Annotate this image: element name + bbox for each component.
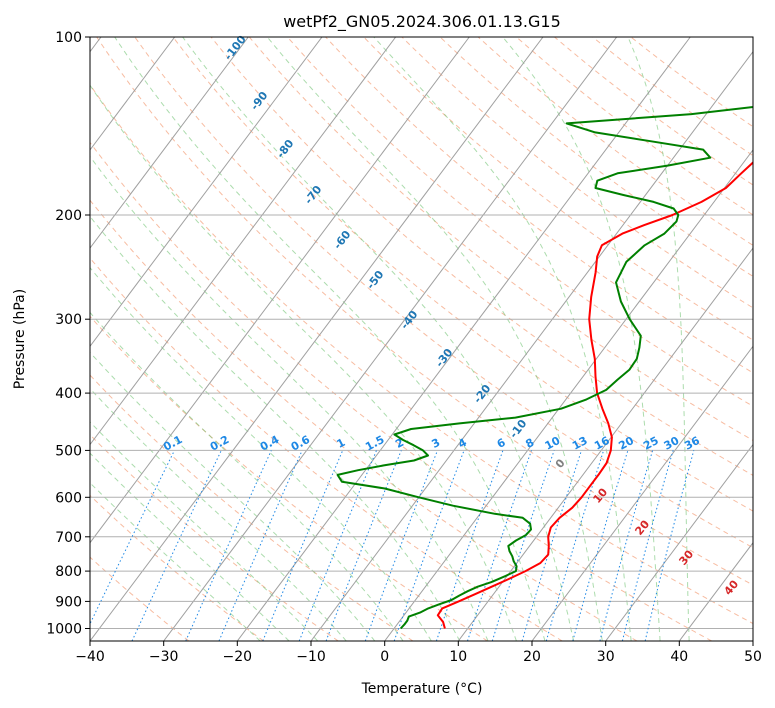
isotherm-line bbox=[90, 37, 176, 151]
y-tick-label: 500 bbox=[55, 443, 82, 459]
x-tick-label: 40 bbox=[670, 649, 688, 665]
y-tick-label: 900 bbox=[55, 594, 82, 610]
y-tick-label: 800 bbox=[55, 564, 82, 580]
moist-adiabat-line bbox=[90, 311, 404, 641]
y-tick-label: 100 bbox=[55, 30, 82, 46]
dry-adiabat-line bbox=[172, 37, 753, 512]
y-tick-label: 600 bbox=[55, 490, 82, 506]
mixing-ratio-line bbox=[521, 450, 582, 641]
x-tick-label: −20 bbox=[223, 649, 253, 665]
y-axis-ticks: 1000 900 800 700 600 500 400 300 200 100 bbox=[46, 30, 90, 638]
mixing-ratio-label: 16 bbox=[592, 434, 612, 453]
isotherm-line bbox=[384, 149, 753, 641]
y-tick-label: 700 bbox=[55, 530, 82, 546]
profile-lines bbox=[336, 106, 753, 630]
moist-adiabat-line bbox=[627, 37, 690, 641]
plot-frame bbox=[89, 36, 754, 642]
plot-background bbox=[90, 37, 753, 641]
mixing-ratio-line bbox=[644, 450, 695, 641]
isotherm-line bbox=[90, 37, 323, 348]
moist-adiabat-line bbox=[90, 266, 432, 641]
moist-adiabat-line bbox=[90, 84, 517, 641]
mixing-ratio-line bbox=[364, 450, 438, 641]
mixing-ratio-line bbox=[621, 450, 674, 641]
dry-adiabat-line bbox=[401, 37, 753, 309]
mixing-ratio-line bbox=[491, 450, 555, 641]
dry-adiabat-line bbox=[287, 37, 753, 407]
dry-adiabat-line bbox=[90, 556, 190, 641]
moist-adiabat-line bbox=[90, 155, 489, 641]
mixing-ratio-label: 36 bbox=[682, 434, 702, 453]
temperature-profile-line bbox=[436, 161, 753, 629]
chart-title: wetPf2_GN05.2024.306.01.13.G15 bbox=[283, 12, 561, 32]
mixing-ratio-line bbox=[325, 450, 402, 641]
y-tick-label: 300 bbox=[55, 312, 82, 328]
moist-adiabat-line bbox=[266, 37, 603, 641]
dry-adiabat-line bbox=[134, 37, 753, 549]
moist-adiabat-line bbox=[502, 37, 661, 641]
isotherm-line bbox=[163, 37, 618, 641]
mixing-ratio-label: 25 bbox=[641, 434, 661, 453]
x-tick-label: 50 bbox=[744, 649, 762, 665]
x-tick-label: 10 bbox=[449, 649, 467, 665]
x-axis-label: Temperature (°C) bbox=[361, 681, 483, 697]
isotherm-line bbox=[90, 37, 249, 249]
mixing-ratio-label: 13 bbox=[570, 434, 590, 453]
x-tick-label: 0 bbox=[380, 649, 389, 665]
x-tick-label: 20 bbox=[523, 649, 541, 665]
y-tick-label: 400 bbox=[55, 386, 82, 402]
y-axis-label: Pressure (hPa) bbox=[12, 289, 28, 389]
isotherm-line bbox=[90, 37, 470, 544]
y-tick-label: 1000 bbox=[46, 622, 82, 638]
mixing-ratio-line bbox=[185, 450, 272, 641]
y-tick-label: 200 bbox=[55, 208, 82, 224]
isotherm-line bbox=[531, 345, 753, 641]
mixing-ratio-line bbox=[599, 450, 654, 641]
dry-adiabat-line bbox=[90, 83, 753, 625]
dry-adiabat-line bbox=[96, 37, 753, 586]
moist-adiabat-line bbox=[90, 215, 461, 641]
mixing-ratio-line bbox=[545, 450, 605, 641]
moist-adiabat-line bbox=[373, 37, 632, 641]
isotherm-line bbox=[90, 37, 544, 641]
mixing-ratio-line bbox=[298, 450, 377, 641]
isotherm-line bbox=[90, 37, 397, 446]
background-lines bbox=[90, 37, 753, 641]
x-tick-label: −30 bbox=[149, 649, 179, 665]
x-tick-label: −10 bbox=[296, 649, 326, 665]
mixing-ratio-line bbox=[262, 450, 344, 641]
x-tick-label: 30 bbox=[597, 649, 615, 665]
isotherm-line bbox=[310, 50, 753, 641]
mixing-ratio-line bbox=[467, 450, 532, 641]
x-axis-ticks: −40 −30 −20 −10 0 10 20 30 40 50 bbox=[75, 641, 762, 665]
dry-adiabat-line bbox=[210, 37, 753, 476]
isotherm-line bbox=[236, 37, 691, 641]
dewpoint-profile-line bbox=[336, 106, 753, 630]
dry-adiabat-line bbox=[363, 37, 753, 341]
x-tick-label: −40 bbox=[75, 649, 105, 665]
dry-adiabat-line bbox=[90, 257, 563, 641]
moist-adiabat-line bbox=[90, 482, 261, 641]
moist-adiabat-line bbox=[90, 452, 290, 641]
isotherm-line bbox=[605, 443, 753, 641]
moist-adiabat-line bbox=[90, 351, 376, 641]
mixing-ratio-label: 10 bbox=[543, 434, 563, 453]
mixing-ratio-line bbox=[218, 450, 303, 641]
mixing-ratio-line bbox=[435, 450, 504, 641]
mixing-ratio-label: 20 bbox=[616, 434, 636, 453]
dry-adiabat-line bbox=[90, 199, 638, 641]
moist-adiabat-line bbox=[182, 37, 575, 641]
mixing-ratio-line bbox=[393, 450, 465, 641]
dry-adiabat-line bbox=[90, 141, 712, 641]
moist-adiabat-line bbox=[114, 37, 546, 641]
moist-adiabat-line bbox=[90, 387, 347, 641]
isotherm-line bbox=[752, 640, 753, 641]
dry-adiabat-line bbox=[90, 374, 414, 641]
isotherm-line bbox=[457, 247, 753, 641]
mixing-ratio-label: 30 bbox=[662, 434, 682, 453]
mixing-ratio-line bbox=[572, 450, 629, 641]
